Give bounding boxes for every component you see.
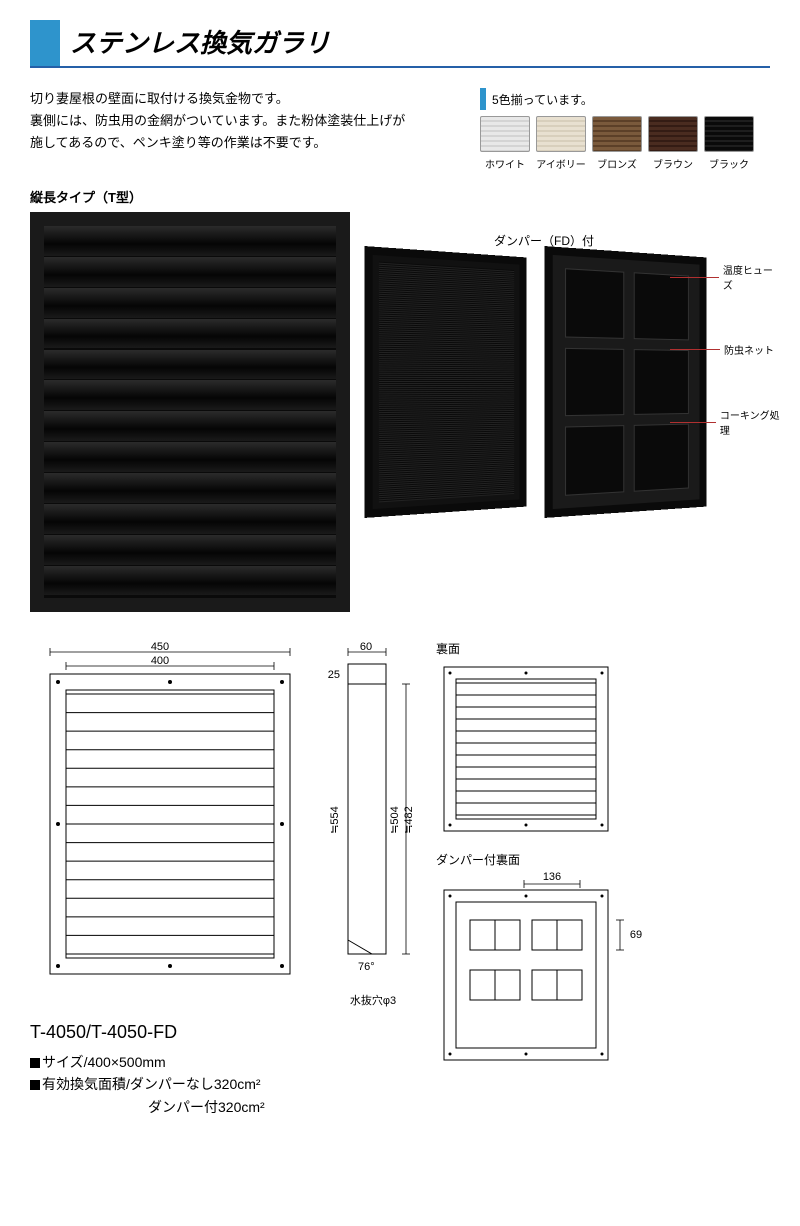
front-svg: 450 400 (30, 640, 310, 1010)
swatch-list: ホワイトアイボリーブロンズブラウンブラック (480, 116, 770, 171)
intro-line: 切り妻屋根の壁面に取付ける換気金物です。 (30, 88, 460, 110)
color-swatch-area: 5色揃っています。 ホワイトアイボリーブロンズブラウンブラック (480, 88, 770, 171)
swatch-heading: 5色揃っています。 (480, 88, 770, 110)
rear-view-column: ダンパー（FD）付 温度ヒューズ 防虫ネット コーキング処理 (364, 212, 770, 512)
callout-item: コーキング処理 (690, 407, 780, 437)
intro-line: 裏側には、防虫用の金網がついています。また粉体塗装仕上げが (30, 110, 460, 132)
back-label: 裏面 (436, 640, 646, 657)
spec-line: ダンパー付320cm² (30, 1096, 310, 1118)
page-header: ステンレス換気ガラリ (30, 20, 770, 68)
side-svg: 60 25 76° ≒554 ≒504 ≒482 (328, 640, 418, 990)
model-number: T-4050/T-4050-FD (30, 1018, 310, 1047)
spec-line: 有効換気面積/ダンパーなし320cm² (30, 1073, 310, 1095)
callout-item: 防虫ネット (690, 342, 780, 357)
swatch-item: ブラウン (648, 116, 698, 171)
svg-text:450: 450 (151, 641, 169, 653)
intro-row: 切り妻屋根の壁面に取付ける換気金物です。 裏側には、防虫用の金網がついています。… (30, 88, 770, 171)
drain-hole-label: 水抜穴φ3 (328, 992, 418, 1008)
back-diagrams: 裏面 ダンパー付裏面 136 69 (436, 640, 646, 1070)
callout-list: 温度ヒューズ 防虫ネット コーキング処理 (690, 262, 780, 437)
spec-line: サイズ/400×500mm (30, 1051, 310, 1073)
swatch-item: ブラック (704, 116, 754, 171)
header-accent-bar (30, 20, 60, 66)
rear-photo-damper (544, 246, 706, 518)
intro-line: 施してあるので、ペンキ塗り等の作業は不要です。 (30, 132, 460, 154)
diagram-row: 450 400 T-4050/T-4050-FD サイズ/400×500mm 有… (30, 640, 770, 1118)
svg-text:69: 69 (630, 929, 642, 941)
svg-text:60: 60 (360, 641, 372, 653)
svg-text:136: 136 (543, 871, 561, 883)
svg-text:≒482: ≒482 (403, 806, 415, 834)
swatch-accent-bar (480, 88, 486, 110)
svg-text:25: 25 (328, 669, 340, 681)
svg-text:≒554: ≒554 (329, 806, 341, 834)
main-product-photo (30, 212, 350, 612)
swatch-item: ブロンズ (592, 116, 642, 171)
product-photo-row: ダンパー（FD）付 温度ヒューズ 防虫ネット コーキング処理 (30, 212, 770, 612)
back2-label: ダンパー付裏面 (436, 851, 646, 868)
page-title: ステンレス換気ガラリ (70, 23, 330, 66)
front-diagram: 450 400 T-4050/T-4050-FD サイズ/400×500mm 有… (30, 640, 310, 1118)
svg-text:400: 400 (151, 655, 169, 667)
svg-text:76°: 76° (358, 961, 375, 973)
swatch-item: ホワイト (480, 116, 530, 171)
rear-photo-mesh (364, 246, 526, 518)
side-diagram: 60 25 76° ≒554 ≒504 ≒482 水抜穴φ3 (328, 640, 418, 1008)
svg-text:≒504: ≒504 (389, 806, 401, 834)
intro-text: 切り妻屋根の壁面に取付ける換気金物です。 裏側には、防虫用の金網がついています。… (30, 88, 460, 171)
callout-item: 温度ヒューズ (690, 262, 780, 292)
back2-svg: 136 69 (436, 870, 646, 1070)
type-label: 縦長タイプ（T型） (30, 187, 770, 206)
back1-svg (436, 659, 616, 839)
specs-block: T-4050/T-4050-FD サイズ/400×500mm 有効換気面積/ダン… (30, 1018, 310, 1118)
swatch-item: アイボリー (536, 116, 586, 171)
